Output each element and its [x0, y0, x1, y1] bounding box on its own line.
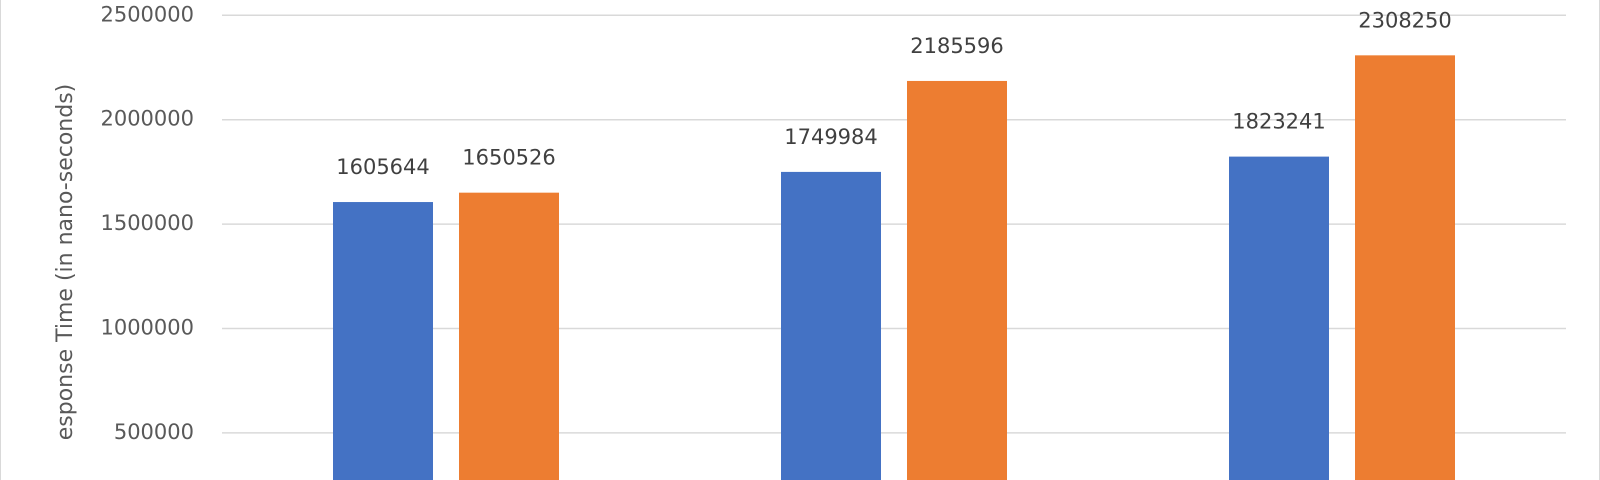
data-label: 1605644 — [336, 155, 430, 179]
y-tick-label: 1500000 — [100, 211, 194, 235]
data-label: 1823241 — [1232, 110, 1326, 134]
y-axis-label: esponse Time (in nano-seconds) — [53, 84, 78, 441]
bar — [459, 192, 559, 480]
bar — [333, 202, 433, 480]
data-label: 2185596 — [910, 34, 1004, 58]
data-label: 1650526 — [462, 146, 556, 170]
y-tick-label: 2000000 — [100, 107, 194, 131]
data-label: 1749984 — [784, 125, 878, 149]
bar — [1355, 55, 1455, 480]
y-tick-label: 1000000 — [100, 316, 194, 340]
data-label: 2308250 — [1358, 8, 1452, 32]
bar — [781, 171, 881, 480]
bar — [907, 80, 1007, 480]
bar — [1229, 156, 1329, 480]
y-tick-label: 500000 — [114, 420, 194, 444]
y-tick-label: 2500000 — [100, 2, 194, 26]
